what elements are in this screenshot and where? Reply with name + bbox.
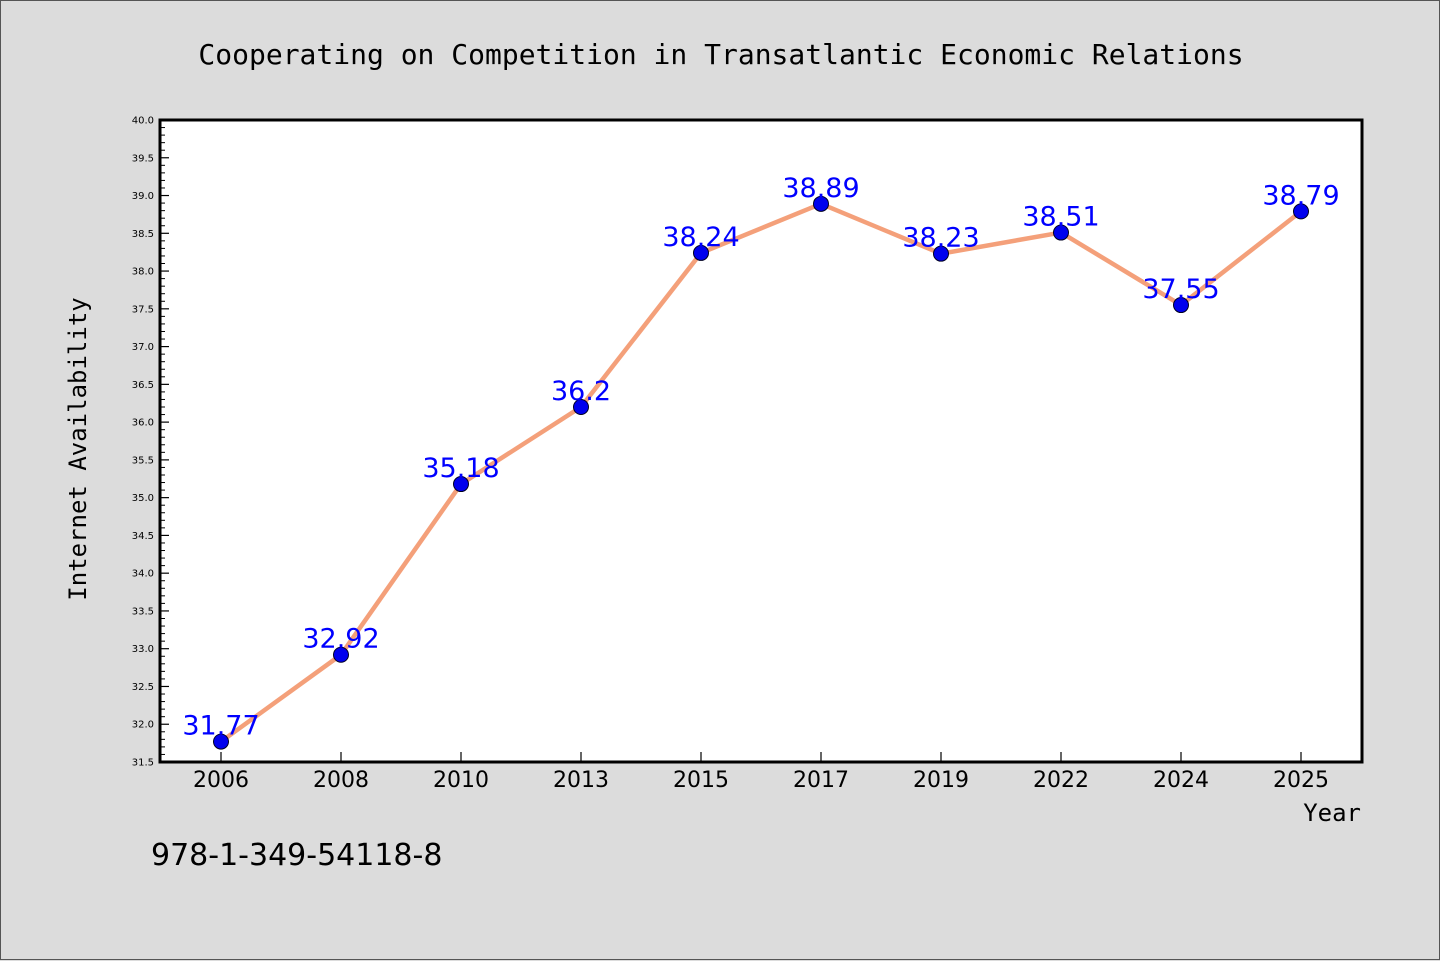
x-tick-label: 2006 (193, 768, 249, 793)
y-tick-label: 38.0 (132, 267, 154, 278)
series-polyline (219, 201, 1303, 744)
x-tick-label: 2010 (433, 768, 489, 793)
y-axis: 31.5 32.0 32.5 33.0 33.5 34.0 34.5 35.0 35.5 36.0… (132, 116, 169, 769)
x-tick-label: 2022 (1033, 768, 1089, 793)
x-tick-label: 2015 (673, 768, 729, 793)
y-tick-label: 36.0 (132, 418, 154, 429)
data-label: 38.24 (662, 222, 739, 253)
x-tick-label: 2025 (1273, 768, 1329, 793)
x-tick-label: 2008 (313, 768, 369, 793)
y-tick-label: 37.0 (132, 342, 154, 353)
x-tick-label: 2013 (553, 768, 609, 793)
y-tick-label: 35.5 (132, 455, 154, 466)
x-tick-label: 2017 (793, 768, 849, 793)
y-tick-label: 35.0 (132, 493, 154, 504)
y-tick-label: 39.5 (132, 153, 154, 164)
x-axis-label: Year (1303, 799, 1361, 827)
data-point (1173, 297, 1189, 314)
data-label: 38.79 (1262, 180, 1339, 211)
y-tick-label: 32.5 (132, 682, 154, 693)
chart-title: Cooperating on Competition in Transatlan… (198, 38, 1243, 71)
y-tick-label: 33.5 (132, 606, 154, 617)
y-tick-label: 36.5 (132, 380, 154, 391)
y-tick-label: 31.5 (132, 758, 154, 769)
data-label: 31.77 (182, 711, 259, 742)
y-axis-label: Internet Availability (64, 297, 92, 600)
data-point (933, 245, 949, 262)
y-tick-label: 34.5 (132, 531, 154, 542)
data-point (1053, 224, 1069, 241)
y-tick-label: 34.0 (132, 569, 154, 580)
x-tick-label: 2019 (913, 768, 969, 793)
data-label: 38.89 (782, 173, 859, 204)
data-point (813, 195, 829, 212)
data-label: 35.18 (422, 453, 499, 484)
data-point (1293, 203, 1309, 220)
data-point (453, 476, 469, 493)
data-point (213, 733, 229, 750)
series-markers (213, 195, 1309, 750)
y-tick-label: 37.5 (132, 304, 154, 315)
data-label: 32.92 (302, 624, 379, 655)
data-point (333, 646, 349, 663)
data-point (573, 399, 589, 416)
y-tick-label: 38.5 (132, 229, 154, 240)
data-label: 36.2 (551, 376, 611, 407)
footer-isbn: 978-1-349-54118-8 (151, 838, 442, 873)
plot-area (158, 118, 1364, 764)
data-point (693, 244, 709, 261)
x-axis: 2006 2008 2010 2013 2015 2017 2019 2022 2024 2025 (193, 752, 1329, 793)
y-tick-label: 33.0 (132, 644, 154, 655)
series-line (219, 201, 1303, 744)
x-tick-label: 2024 (1153, 768, 1209, 793)
y-tick-label: 39.0 (132, 191, 154, 202)
data-label: 37.55 (1142, 274, 1219, 305)
data-label: 38.51 (1022, 202, 1099, 233)
data-labels: 31.77 32.92 35.18 36.2 38.24 38.89 38.23 38.51 3… (182, 173, 1339, 742)
y-tick-label: 40.0 (132, 116, 154, 127)
y-tick-label: 32.0 (132, 720, 154, 731)
data-label: 38.23 (902, 223, 979, 254)
